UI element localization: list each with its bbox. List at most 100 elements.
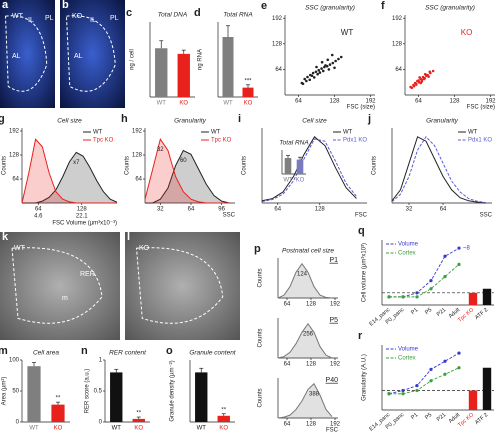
y-axis-label: ng / cell	[130, 49, 136, 70]
x-tick-label: 192	[365, 99, 376, 105]
x-tick-label: KO	[179, 101, 188, 107]
x-tick-label: 128	[449, 99, 460, 105]
annotation: 256	[303, 331, 314, 337]
image-label: IL	[90, 17, 96, 24]
boundary	[65, 15, 116, 92]
chart-title: Total DNA	[158, 12, 187, 19]
panel-letter: e	[261, 0, 267, 12]
panel-letter: p	[254, 243, 261, 255]
chart-title: Postnatal cell size	[282, 248, 334, 255]
annotation: 388	[309, 391, 320, 397]
bar	[110, 372, 123, 422]
point	[310, 74, 314, 78]
panel-letter: q	[358, 225, 365, 237]
x-tick-label: P1	[410, 307, 419, 316]
x-tick-label: 96	[218, 207, 225, 213]
x-tick-label: 64	[440, 207, 447, 213]
x-tick-label: KO	[54, 426, 63, 432]
point	[423, 72, 427, 76]
point	[414, 83, 418, 86]
image-label: WT	[12, 13, 24, 20]
y-tick-label: 192	[9, 129, 20, 135]
legend-label: WT	[468, 130, 478, 136]
area	[278, 263, 332, 298]
panel-letter: r	[358, 330, 363, 342]
y-tick-label: 64	[275, 67, 282, 73]
x-tick-label: P21	[436, 307, 447, 318]
x-tick-label: KO	[244, 101, 253, 107]
boundary	[135, 247, 224, 324]
y-tick-label: 192	[272, 16, 283, 22]
x-tick-label: 128	[306, 422, 317, 428]
bar	[468, 292, 478, 305]
legend-label: Tpc KO	[211, 138, 232, 144]
x-tick-label: 192	[330, 302, 341, 308]
y-tick-label: 128	[392, 41, 403, 47]
x-tick-label: 64	[284, 362, 291, 368]
x-tick-sublabel: 22.1	[76, 214, 88, 220]
y-axis-label: Counts	[372, 156, 378, 175]
y-tick-label: 0	[99, 420, 103, 426]
point	[324, 64, 327, 67]
point	[314, 70, 318, 74]
y-tick-label: 128	[9, 153, 20, 159]
point	[311, 71, 315, 75]
y-axis-label: Granularity (A.U.)	[362, 354, 368, 401]
panel-letter: a	[2, 0, 9, 11]
point	[419, 81, 423, 85]
x-tick-label: 128	[329, 99, 340, 105]
y-axis-label: Counts	[2, 156, 8, 175]
x-tick-label: Tpc KO	[457, 307, 476, 324]
bar	[296, 159, 304, 174]
x-tick-label: 64	[188, 207, 195, 213]
x-tick-label: WT	[223, 101, 233, 107]
y-tick-label: 50	[12, 389, 19, 395]
point	[321, 69, 325, 73]
point	[422, 77, 426, 81]
panel-letter: i	[238, 113, 241, 125]
legend-label: WT	[93, 130, 103, 136]
x-tick-label: ATF 2	[474, 307, 489, 321]
panel-letter: h	[121, 113, 128, 125]
bar	[468, 390, 478, 410]
legend-label: Cortex	[398, 356, 416, 362]
chart-title: Cell area	[33, 350, 59, 357]
x-tick-label: 192	[485, 99, 496, 105]
x-tick-label: 128	[77, 207, 88, 213]
x-tick-label: 128	[315, 207, 326, 213]
x-tick-label: KO	[219, 426, 228, 432]
x-tick-label: WT	[283, 178, 293, 184]
area	[22, 152, 117, 203]
panel-label: P1	[329, 257, 338, 264]
chart-title: Granularity	[426, 118, 459, 125]
chart-title: SSC (granularity)	[425, 5, 475, 12]
x-tick-label: ATF 2	[474, 412, 489, 426]
area	[145, 150, 230, 203]
point	[331, 61, 335, 65]
panel-letter: b	[62, 0, 69, 11]
x-tick-label: WT	[112, 426, 122, 432]
bar	[195, 372, 208, 422]
point	[333, 66, 336, 70]
x-tick-label: KO	[134, 426, 143, 432]
x-axis-label: FSC (size)	[347, 105, 375, 111]
point	[339, 55, 343, 59]
y-tick-label: 1	[99, 358, 103, 364]
x-tick-label: WT	[29, 426, 39, 432]
line	[389, 367, 460, 395]
point	[320, 67, 323, 70]
y-tick-label: 128	[272, 41, 283, 47]
micrograph	[0, 232, 120, 340]
x-tick-label: KO	[296, 178, 305, 184]
boundary	[4, 15, 48, 92]
image-label: IL	[28, 17, 34, 24]
y-axis-label: Area (µm²)	[2, 377, 8, 406]
bar	[132, 418, 145, 422]
bar	[482, 367, 492, 410]
micrograph	[60, 0, 125, 108]
panel-letter: l	[127, 231, 130, 243]
x-tick-label: 64	[284, 422, 291, 428]
y-axis-label: Counts	[258, 328, 264, 347]
x-tick-label: 192	[330, 422, 341, 428]
